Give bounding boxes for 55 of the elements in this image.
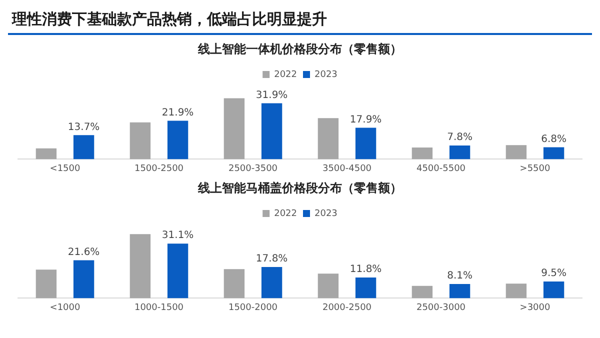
data-label: 21.6% [68,246,100,258]
x-tick-label: 2500-3000 [416,302,466,313]
bar [412,147,433,160]
bar [224,98,245,160]
chart-title: 线上智能马桶盖价格段分布（零售额） [196,180,403,197]
x-tick-label: 1500-2500 [134,164,184,174]
data-label: 21.9% [162,107,194,118]
data-label: 9.5% [541,268,567,280]
x-tick-label: <1500 [50,164,80,174]
bar [130,234,151,298]
bar [130,122,151,160]
x-tick-label: 1500-2000 [228,302,278,313]
bar [167,120,188,160]
bar [355,277,376,298]
data-label: 7.8% [447,132,473,144]
bar [543,147,564,160]
data-label: 6.8% [541,134,567,145]
legend-label: 2023 [314,70,338,80]
bar [224,269,245,298]
bar [449,146,470,160]
bar [449,284,470,298]
data-label: 17.8% [256,254,288,265]
x-tick-label: 4500-5500 [416,164,466,174]
bar [73,260,94,298]
x-tick-label: >3000 [520,302,550,313]
data-label: 31.1% [162,230,194,242]
x-tick-label: 2500-3500 [228,164,278,174]
x-tick-label: <1000 [50,302,80,313]
bar [167,244,188,298]
data-label: 17.9% [350,114,382,126]
data-label: 13.7% [68,122,100,133]
x-tick-label: 2000-2500 [322,302,372,313]
bar [318,274,339,298]
legend-label: 2022 [274,208,297,219]
bar [355,128,376,160]
bar [543,282,564,298]
text: 理性消费下基础款产品热销，低端占比明显提升 [8,8,592,35]
data-label: 11.8% [350,264,382,276]
bar [36,148,57,160]
data-label: 31.9% [256,90,288,101]
x-tick-label: 1000-1500 [134,302,184,313]
data-label: 8.1% [447,270,473,282]
bar [73,135,94,160]
x-tick-label: >5500 [520,164,550,174]
bar [261,103,282,160]
bar [318,118,339,160]
bar [412,286,433,298]
bar [506,284,527,298]
legend-label: 2022 [274,70,297,80]
bar [506,145,527,160]
x-tick-label: 3500-4500 [322,164,372,174]
chart-title: 线上智能一体机价格段分布（零售额） [196,41,403,58]
legend-label: 2023 [314,208,338,219]
bar [261,266,282,298]
bar [36,270,57,298]
